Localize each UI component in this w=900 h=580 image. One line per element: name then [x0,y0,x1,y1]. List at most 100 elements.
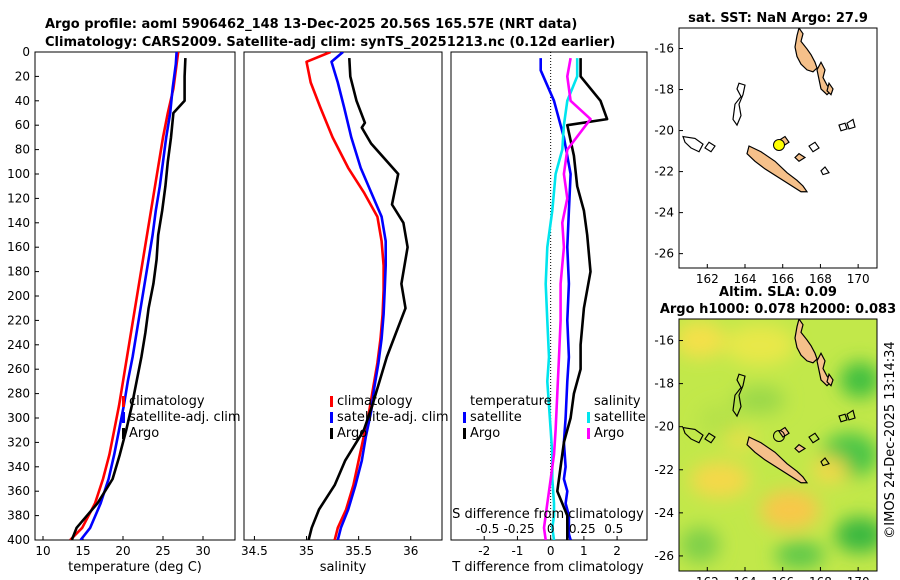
legend-label-s-argo: Argo [594,426,624,441]
lat-tick-label: -20 [654,124,674,138]
legend-swatch-argo [330,428,333,439]
island-outline [838,122,848,132]
depth-tick-label: 280 [7,387,30,401]
legend-label-satellite: satellite-adj. clim [129,410,241,425]
lon-tick-label: 170 [847,575,870,580]
sla-map-frame [678,318,878,572]
salinity-panel: 34.5 35 35.5 36 salinity climatology satell… [241,51,449,575]
island-outline [746,145,809,193]
depth-tick-label: 400 [7,533,30,547]
float-position-marker [773,139,785,151]
s-diff-tick-label: 0.5 [604,522,623,536]
island-outline [778,426,790,438]
legend-swatch-climatology [330,396,333,407]
salinity-lines [305,52,409,540]
island-outline [704,141,716,153]
island-outline [820,457,830,467]
sla-map-title-line1: Altim. SLA: 0.09 [719,285,837,300]
series-line-satellite-adj-clim [79,52,178,540]
x-tick-label: 15 [75,544,90,558]
legend-swatch-t-satellite [463,412,466,423]
x-tick-label: 2 [613,544,621,558]
lon-tick-label: 162 [696,575,719,580]
series-line-satellite-adj-clim [330,52,388,540]
island-outline [808,432,820,444]
s-diff-tick-label: -0.25 [504,522,535,536]
x-tick-label: 36 [403,544,418,558]
x-tick-label: 34.5 [241,544,268,558]
depth-tick-label: 260 [7,362,30,376]
depth-tick-label: 160 [7,240,30,254]
island-outline [682,426,704,444]
depth-tick-label: 300 [7,411,30,425]
x-tick-label: 10 [35,544,50,558]
figure-title-line2: Climatology: CARS2009. Satellite-adj cli… [45,35,615,50]
island-outline [808,141,820,153]
depth-tick-label: 220 [7,313,30,327]
island-outline [794,28,818,73]
x-tick-label: 30 [195,544,210,558]
depth-tick-label: 200 [7,289,30,303]
lon-tick-label: 166 [771,272,794,286]
x-tick-label: 35.5 [345,544,372,558]
legend-title-temperature: temperature [470,394,552,409]
legend-label-t-argo: Argo [470,426,500,441]
series-line-s-argo [542,57,592,540]
sla-heatmap [679,319,877,571]
s-difference-label: S difference from climatology [452,507,644,522]
series-line-t-argo [555,58,609,540]
island-outline [746,436,809,484]
legend-swatch-argo [122,428,125,439]
island-outline [826,81,834,96]
salinity-xlabel: salinity [320,560,367,575]
difference-x-axis: -2 -1 0 1 2 [478,536,621,558]
salinity-legend: climatology satellite-adj. clim Argo [330,394,449,441]
island-outline [820,166,830,176]
legend-label-t-satellite: satellite [470,410,522,425]
island-outline [794,152,807,163]
depth-tick-label: 240 [7,338,30,352]
legend-swatch-satellite [122,412,125,423]
float-position-marker [773,430,785,442]
sst-map-axes: 162 164 166 168 170 -16 -18 -20 -22 -24 -26 [654,42,869,286]
island-outline [846,118,856,130]
depth-tick-label: 360 [7,484,30,498]
island-outline [826,372,834,387]
island-outline [732,373,746,418]
difference-panel: -2 -1 0 1 2 temperature satellite Argo salin… [450,51,648,575]
series-line-s-satellite [544,58,579,540]
figure-title-line1: Argo profile: aoml 5906462_148 13-Dec-20… [45,17,577,32]
series-line-climatology [69,52,180,540]
lat-tick-label: -26 [654,247,674,261]
depth-tick-label: 80 [15,143,30,157]
lon-tick-label: 166 [771,575,794,580]
legend-label-satellite: satellite-adj. clim [337,410,449,425]
depth-tick-label: 340 [7,460,30,474]
depth-tick-label: 40 [15,94,30,108]
lat-tick-label: -16 [654,334,674,348]
legend-label-s-satellite: satellite [594,410,646,425]
sla-map-title-line2: Argo h1000: 0.078 h2000: 0.083 [660,302,896,317]
island-outline [846,409,856,421]
difference-lines [539,57,609,540]
s-diff-tick-label: 0 [547,522,555,536]
s-diff-tick-label: 0.25 [569,522,596,536]
sla-map-panel: Altim. SLA: 0.09 Argo h1000: 0.078 h2000… [654,285,896,580]
legend-label-climatology: climatology [129,394,205,409]
lat-tick-label: -16 [654,42,674,56]
depth-tick-label: 380 [7,509,30,523]
lat-tick-label: -24 [654,206,674,220]
depth-tick-label: 180 [7,265,30,279]
depth-tick-label: 20 [15,69,30,83]
salinity-x-axis: 34.5 35 35.5 36 [241,536,418,558]
legend-title-salinity: salinity [594,394,641,409]
sla-map-axes: 162 164 166 168 170 -16 -18 -20 -22 -24 -26 [654,334,869,580]
island-outline [704,432,716,444]
depth-tick-label: 60 [15,118,30,132]
temperature-axes-box [34,51,236,541]
island-outline [794,443,807,454]
island-outline [838,413,848,423]
sst-map-frame [678,27,878,269]
lon-tick-label: 162 [696,272,719,286]
salinity-axes-box [243,51,443,541]
